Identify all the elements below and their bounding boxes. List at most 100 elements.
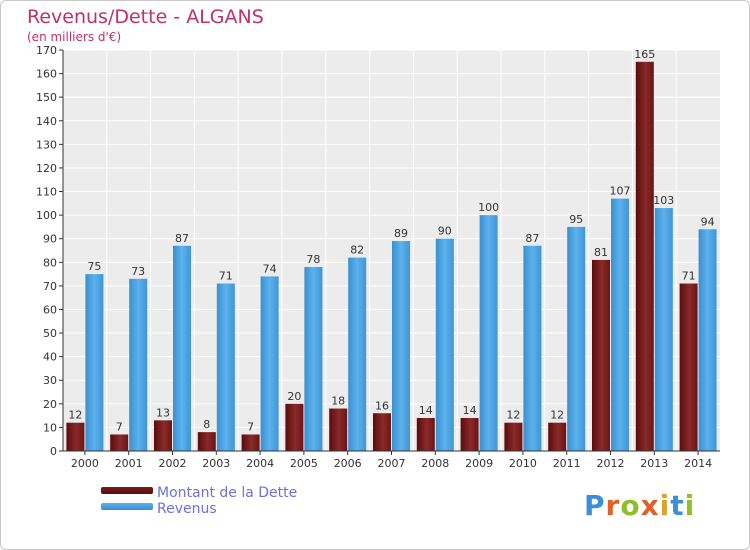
y-tick-label: 30	[43, 374, 57, 387]
data-label-debt: 16	[375, 399, 389, 412]
bar-revenue	[611, 198, 629, 451]
bar-debt	[635, 61, 654, 451]
bar-revenue	[567, 226, 586, 451]
y-tick-label: 150	[36, 91, 57, 104]
y-tick-label: 10	[43, 421, 57, 434]
data-label-debt: 7	[247, 420, 254, 433]
data-label-debt: 71	[682, 270, 696, 283]
data-label-debt: 12	[68, 409, 82, 422]
data-label-debt: 8	[203, 418, 210, 431]
bar-revenue	[698, 229, 717, 451]
bar-debt	[285, 403, 304, 451]
bar-debt	[154, 420, 172, 451]
x-tick-label: 2012	[597, 457, 625, 470]
y-tick-label: 120	[36, 162, 57, 175]
y-tick-label: 80	[43, 256, 57, 269]
x-tick-label: 2014	[684, 457, 712, 470]
y-tick-label: 160	[36, 68, 57, 81]
logo-letter: i	[684, 489, 696, 522]
bar-revenue	[173, 245, 191, 451]
data-label-revenue: 71	[219, 270, 233, 283]
bar-revenue	[348, 257, 367, 451]
y-tick-label: 90	[43, 233, 57, 246]
data-label-debt: 20	[287, 390, 301, 403]
x-tick-label: 2001	[115, 457, 143, 470]
data-label-revenue: 74	[263, 262, 277, 275]
data-label-debt: 18	[331, 395, 345, 408]
y-tick-label: 50	[43, 327, 57, 340]
data-label-revenue: 94	[701, 215, 715, 228]
bar-debt	[504, 422, 523, 451]
data-label-debt: 7	[116, 420, 123, 433]
legend-label-revenue: Revenus	[157, 501, 217, 517]
x-tick-label: 2000	[71, 457, 99, 470]
bar-revenue	[216, 283, 235, 451]
y-tick-label: 140	[36, 115, 57, 128]
data-label-revenue: 78	[306, 253, 320, 266]
x-tick-label: 2003	[202, 457, 230, 470]
y-tick-label: 170	[36, 44, 57, 57]
x-tick-label: 2007	[378, 457, 406, 470]
y-tick-label: 0	[50, 445, 57, 458]
x-tick-label: 2008	[421, 457, 449, 470]
data-label-revenue: 90	[438, 225, 452, 238]
data-label-revenue: 87	[525, 232, 539, 245]
y-tick-label: 20	[43, 398, 57, 411]
data-label-revenue: 82	[350, 244, 364, 257]
y-tick-label: 130	[36, 138, 57, 151]
data-label-debt: 13	[156, 406, 170, 419]
data-label-debt: 14	[463, 404, 477, 417]
legend-swatch-revenue	[101, 503, 153, 510]
x-tick-label: 2005	[290, 457, 318, 470]
bar-debt	[329, 408, 348, 451]
logo-letter: r	[605, 489, 621, 522]
bar-revenue	[523, 245, 542, 451]
chart-subtitle: (en milliers d'€)	[27, 30, 122, 44]
chart-title: Revenus/Dette - ALGANS	[27, 6, 264, 28]
proxiti-logo: Proxiti	[584, 489, 695, 522]
legend-label-debt: Montant de la Dette	[157, 485, 298, 501]
data-label-debt: 165	[634, 48, 655, 61]
bar-revenue	[435, 238, 454, 451]
x-tick-label: 2010	[509, 457, 537, 470]
y-tick-label: 110	[36, 186, 57, 199]
bars-layer	[66, 61, 717, 451]
data-label-revenue: 75	[87, 260, 101, 273]
x-tick-label: 2006	[334, 457, 362, 470]
data-label-revenue: 89	[394, 227, 408, 240]
bar-revenue	[260, 276, 279, 451]
data-label-debt: 81	[594, 246, 608, 259]
logo-letter: t	[670, 489, 685, 522]
y-tick-label: 100	[36, 209, 57, 222]
data-label-debt: 12	[550, 409, 564, 422]
y-tick-label: 70	[43, 280, 57, 293]
bar-revenue	[479, 215, 498, 451]
logo-letter: x	[640, 489, 660, 522]
bar-debt	[416, 417, 435, 451]
grid-layer	[63, 49, 720, 451]
bar-debt	[548, 422, 567, 451]
bar-debt	[679, 283, 698, 451]
legend-swatch-debt	[101, 487, 153, 494]
bar-debt	[241, 434, 260, 451]
bar-revenue	[304, 267, 323, 451]
labels-layer: 12 75 7 73 13 87 8 71 7 74 20 78 18 82 16 89 14 90 14 100 12…	[68, 48, 714, 434]
data-label-revenue: 87	[175, 232, 189, 245]
bar-revenue	[654, 208, 673, 451]
data-label-revenue: 103	[653, 194, 674, 207]
data-label-revenue: 73	[131, 265, 145, 278]
y-tick-label: 60	[43, 303, 57, 316]
logo-letter: P	[584, 489, 606, 522]
bar-debt	[197, 432, 216, 451]
bar-debt	[460, 417, 479, 451]
data-label-revenue: 95	[569, 213, 583, 226]
data-label-debt: 14	[419, 404, 433, 417]
data-label-revenue: 100	[478, 201, 499, 214]
x-tick-label: 2013	[640, 457, 668, 470]
y-tick-label: 40	[43, 351, 57, 364]
data-label-debt: 12	[506, 409, 520, 422]
bar-debt	[592, 259, 610, 451]
plot-background	[63, 50, 720, 451]
x-tick-label: 2004	[246, 457, 274, 470]
